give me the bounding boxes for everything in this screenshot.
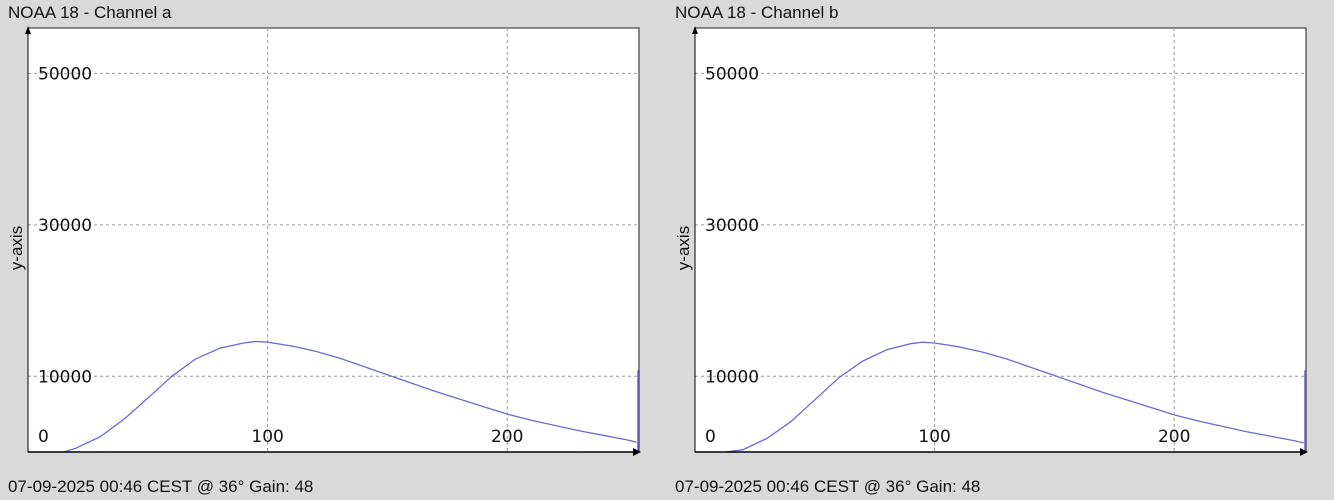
y-axis-arrow [25, 26, 31, 34]
chart-title: NOAA 18 - Channel a [8, 3, 172, 22]
plot-area: 0 10000 30000 50000 100 200 [25, 26, 641, 456]
chart-panel-b: NOAA 18 - Channel b y-axis 0 10000 30000 50… [667, 0, 1334, 500]
x-tick-label: 200 [491, 427, 523, 447]
y-tick-label: 10000 [705, 367, 759, 387]
y-tick-label: 30000 [705, 216, 759, 236]
y-tick-label: 0 [38, 427, 49, 447]
y-tick-label: 10000 [38, 367, 92, 387]
chart-footer: 07-09-2025 00:46 CEST @ 36° Gain: 48 [675, 477, 981, 496]
plot-background [27, 27, 640, 453]
y-axis-arrow [692, 26, 698, 34]
plot-area: 0 10000 30000 50000 100 200 [692, 26, 1308, 456]
x-axis-arrow [633, 448, 641, 456]
data-series-line [726, 341, 1304, 453]
chart-panel-a: NOAA 18 - Channel a y-axis 0 10000 30000 50… [7, 3, 641, 496]
data-series-line [63, 340, 637, 453]
plot-background [694, 27, 1307, 453]
chart-title: NOAA 18 - Channel b [675, 3, 839, 22]
y-tick-label: 50000 [38, 64, 92, 84]
x-tick-label: 200 [1158, 427, 1190, 447]
y-tick-label: 0 [705, 427, 716, 447]
chart-footer: 07-09-2025 00:46 CEST @ 36° Gain: 48 [8, 477, 314, 496]
x-axis-arrow [1300, 448, 1308, 456]
x-tick-label: 100 [251, 427, 283, 447]
x-tick-label: 100 [918, 427, 950, 447]
y-tick-label: 50000 [705, 64, 759, 84]
y-tick-label: 30000 [38, 216, 92, 236]
